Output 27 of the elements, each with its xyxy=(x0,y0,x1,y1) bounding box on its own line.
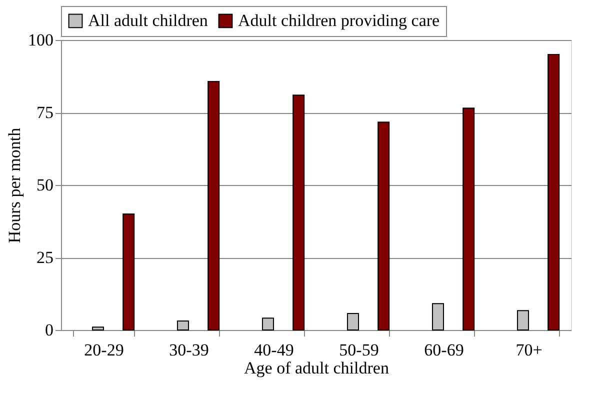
bar xyxy=(92,326,104,330)
legend-label: All adult children xyxy=(88,10,208,30)
y-axis-title: Hours per month xyxy=(5,127,24,244)
bar xyxy=(462,108,475,330)
bar xyxy=(262,318,274,330)
y-tick-label: 75 xyxy=(36,103,54,122)
bar xyxy=(516,310,529,330)
legend-label: Adult children providing care xyxy=(238,10,440,30)
x-axis-title: Age of adult children xyxy=(244,358,390,378)
x-tick-label: 30-39 xyxy=(169,340,209,360)
bar xyxy=(176,320,189,330)
x-tick-label: 20-29 xyxy=(84,340,124,360)
y-tick-label: 0 xyxy=(45,320,54,340)
x-tick-label: 70+ xyxy=(516,340,542,360)
bar xyxy=(208,80,220,330)
bar xyxy=(432,303,444,330)
bar xyxy=(378,122,390,330)
bar xyxy=(346,312,359,330)
x-tick-label: 60-69 xyxy=(424,340,464,360)
bar xyxy=(122,214,135,330)
bar xyxy=(548,54,560,330)
bar xyxy=(292,94,305,330)
y-tick-label: 25 xyxy=(36,248,54,267)
y-tick-label: 50 xyxy=(36,176,54,194)
x-tick-label: 50-59 xyxy=(339,340,379,360)
x-tick-label: 40-49 xyxy=(254,340,294,360)
y-tick-label: 100 xyxy=(28,30,54,50)
